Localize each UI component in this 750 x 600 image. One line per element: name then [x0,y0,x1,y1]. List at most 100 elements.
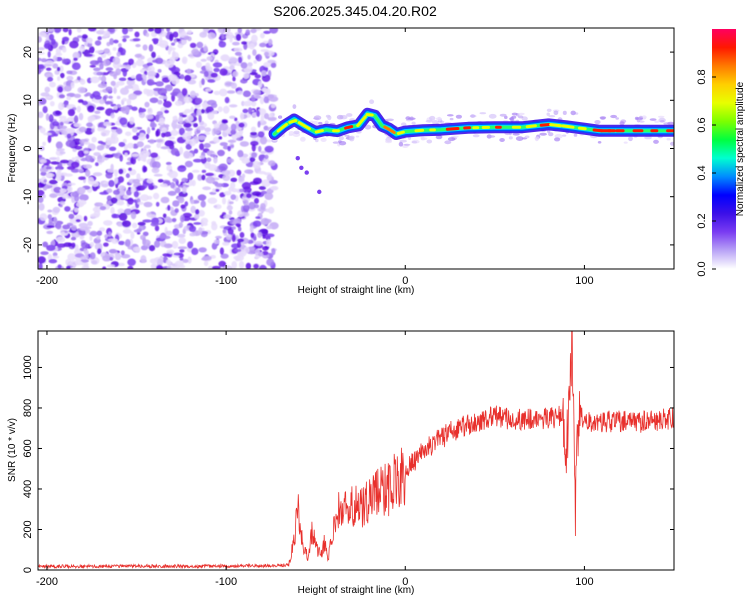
spectrogram-noise-blob [106,195,112,202]
spectrogram-noise-blob [128,28,134,32]
spectrogram-noise-blob [236,137,244,141]
spectrogram-halo-blob [488,113,497,119]
spectrogram-halo-blob [369,99,375,104]
spectrogram-noise-blob [109,256,114,261]
spectrogram-noise-blob [193,123,198,128]
spectrogram-noise-blob [67,108,75,117]
spectrogram-halo-blob [479,112,487,115]
snr-panel: -200 -100 0 100 0 200 400 600 800 1000 Height of… [7,330,675,596]
spectrogram-noise-blob [78,187,86,194]
spectrogram-noise-blob [123,194,130,199]
spectrogram-halo-blob [405,116,411,120]
spectrogram-noise-blob [226,205,233,211]
spectrogram-noise-blob [268,179,278,185]
spectrogram-noise-blob [79,226,89,231]
spectrogram-noise-blob [127,258,136,266]
spectrogram-noise-blob [45,173,55,178]
spectrogram-halo-blob [548,115,556,118]
spectrogram-noise-blob [182,258,189,263]
spectrogram-noise-blob [59,188,67,193]
spectrogram-noise-blob [263,113,270,120]
spectrogram-noise-blob [135,59,145,67]
spectrogram-noise-blob [222,197,226,205]
spectrogram-noise-blob [257,231,263,238]
spectrogram-noise-blob [70,82,75,89]
spectrogram-halo-blob [317,121,323,125]
spectrogram-noise-blob [72,79,80,84]
spectrogram-noise-blob [96,145,105,151]
spectrogram-noise-blob [119,154,123,162]
spectrogram-noise-blob [59,121,64,126]
spectrogram-noise-blob [80,235,85,239]
spectrogram-noise-blob [55,110,61,116]
spectrogram-noise-blob [58,94,65,99]
spectrogram-noise-blob [103,121,112,127]
spectrogram-noise-blob [67,182,76,186]
spectrogram-noise-blob [145,114,154,120]
spectrogram-halo-blob [449,117,454,121]
spectrogram-halo-blob [437,116,441,122]
spectrogram-noise-blob [58,102,65,111]
colorbar: 0.0 0.2 0.4 0.6 0.8 Normalized spectral ampl… [696,29,746,277]
spectrogram-noise-blob [118,262,125,267]
spectrogram-noise-blob [77,86,86,94]
spectrogram-noise-blob [151,51,156,59]
spectrogram-noise-blob [212,62,223,68]
spectrogram-noise-blob [270,62,277,68]
spectrogram-noise-blob [81,100,89,106]
spectrogram-noise-blob [147,75,155,79]
spectrogram-noise-blob [57,76,61,82]
spectrogram-noise-blob [255,54,262,62]
spectrogram-noise-blob [61,58,68,65]
spectrogram-noise-blob [178,127,185,136]
spectrogram-noise-blob [179,146,184,155]
spectrogram-noise-blob [138,111,146,119]
snr-x-tick-label: 0 [402,576,408,588]
spectrogram-noise-blob [75,219,81,223]
spectrogram-noise-blob [190,106,194,113]
spectrogram-noise-blob [232,76,236,82]
spectrogram-noise-blob [224,96,230,104]
spectrogram-noise-blob [218,136,223,140]
spectrogram-noise-blob [62,28,69,33]
spectrogram-noise-blob [173,252,183,256]
spectrogram-noise-blob [199,143,205,151]
spectrogram-noise-blob [155,139,164,143]
spectrogram-noise-blob [130,211,137,220]
spectrogram-noise-blob [120,250,125,256]
spectrogram-noise-blob [184,108,192,114]
spectrogram-halo-blob [594,120,601,125]
spectrogram-noise-blob [134,31,140,38]
spectrogram-noise-blob [109,146,117,151]
spectrogram-noise-blob [56,66,61,72]
spectrogram-noise-blob [73,115,79,124]
spectrogram-noise-blob [221,120,228,124]
spectrogram-noise-blob [95,162,99,167]
spectrogram-noise-blob [148,245,156,252]
spectrogram-noise-blob [258,264,267,269]
spectrogram-noise-blob [149,122,157,128]
spectrogram-noise-blob [50,38,56,46]
spectrogram-noise-blob [242,204,250,213]
spectrogram-noise-blob [220,253,229,259]
spectrogram-noise-blob [238,226,242,232]
spectrogram-noise-blob [252,161,261,169]
spectrogram-noise-blob [102,59,111,67]
spectrogram-noise-blob [234,132,243,138]
spectrogram-noise-blob [237,238,245,243]
spectrogram-noise-blob [99,227,106,232]
spectrogram-noise-blob [108,231,112,237]
spectrogram-noise-blob [116,51,121,57]
spectrogram-halo-blob [429,115,436,121]
snr-y-tick-label: 600 [22,439,34,457]
spectrogram-noise-blob [67,253,76,261]
spectrogram-noise-blob [125,239,131,247]
spectrogram-noise-blob [253,60,258,64]
spectrogram-noise-blob [120,105,130,114]
spectrogram-noise-blob [107,238,117,242]
spectrogram-noise-blob [200,217,209,225]
spectrogram-halo-blob [320,137,327,142]
spectrogram-noise-blob [106,264,115,268]
spectrogram-noise-blob [113,189,120,195]
spectrogram-noise-blob [77,76,81,81]
